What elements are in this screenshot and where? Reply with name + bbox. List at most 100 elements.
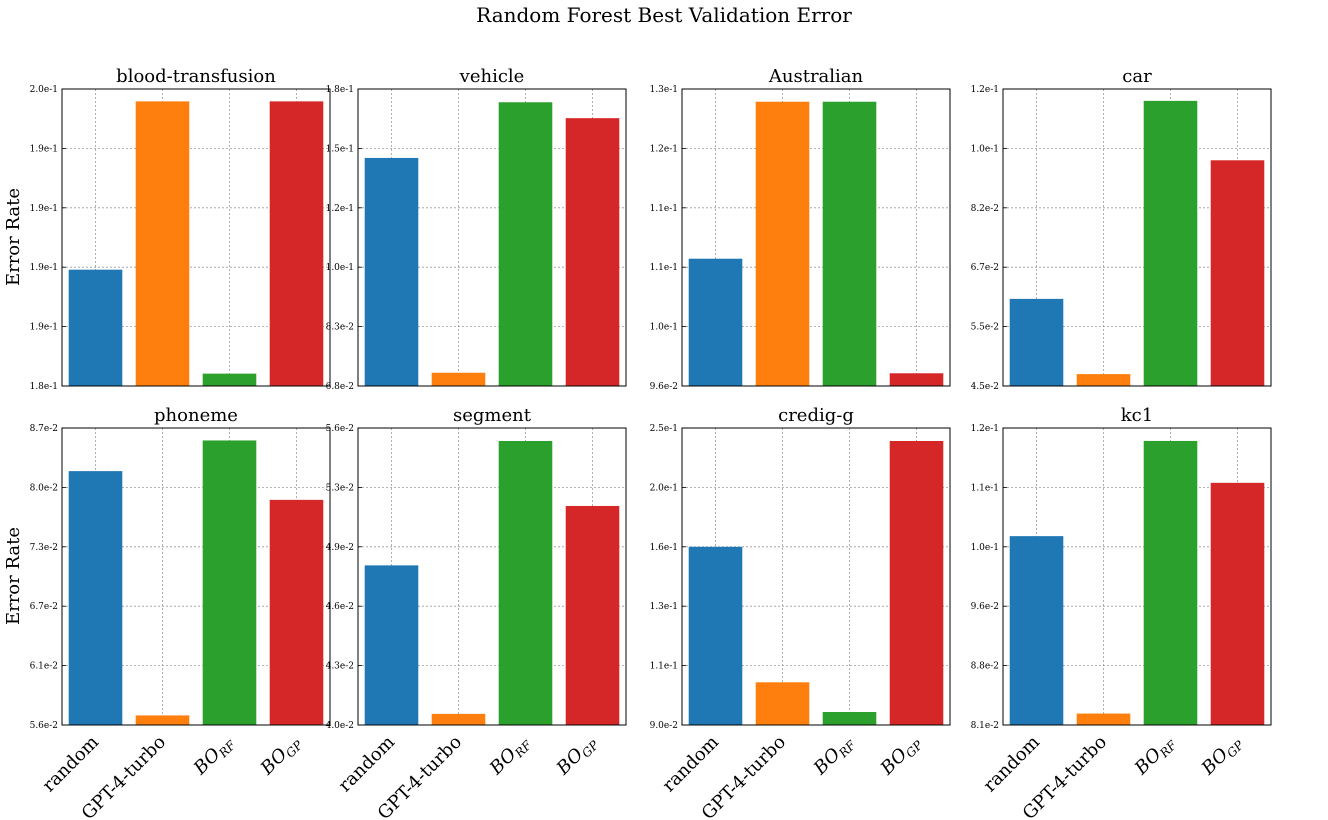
y-tick-label: 5.6e-2 xyxy=(30,721,58,731)
chart-title: Random Forest Best Validation Error xyxy=(476,3,852,27)
subplot-title: vehicle xyxy=(459,66,525,87)
bar-vehicle-GPT-4-turbo xyxy=(431,372,486,386)
bar-car-random xyxy=(1009,298,1064,386)
y-tick-label: 9.6e-2 xyxy=(971,602,999,612)
bar-phoneme-BO_GP xyxy=(269,499,324,725)
y-tick-label: 8.0e-2 xyxy=(30,483,58,493)
y-tick-label: 1.2e-1 xyxy=(326,204,354,214)
x-tick-label: BOGP xyxy=(1197,731,1247,781)
y-axis-label-top: Error Rate xyxy=(3,188,24,286)
y-tick-label: 1.8e-1 xyxy=(30,382,58,392)
y-tick-label: 1.2e-1 xyxy=(971,424,999,434)
y-tick-label: 6.7e-2 xyxy=(30,602,58,612)
y-tick-label: 7.3e-2 xyxy=(30,543,58,553)
x-tick-label: random xyxy=(38,732,103,797)
bar-blood-transfusion-GPT-4-turbo xyxy=(135,101,190,386)
bar-kc1-BO_RF xyxy=(1143,440,1198,725)
subplot-frame xyxy=(681,427,951,726)
bar-kc1-random xyxy=(1009,536,1064,725)
bar-kc1-GPT-4-turbo xyxy=(1076,713,1131,725)
y-tick-label: 1.6e-1 xyxy=(650,543,678,553)
bar-blood-transfusion-BO_RF xyxy=(202,373,257,386)
x-tick-label: random xyxy=(334,732,399,797)
y-tick-label: 1.1e-1 xyxy=(971,483,999,493)
y-tick-label: 1.8e-1 xyxy=(326,85,354,95)
y-tick-label: 1.9e-1 xyxy=(30,263,58,273)
y-tick-label: 4.9e-2 xyxy=(326,543,354,553)
y-tick-label: 8.7e-2 xyxy=(30,424,58,434)
y-tick-label: 5.3e-2 xyxy=(326,483,354,493)
bar-Australian-BO_GP xyxy=(889,373,944,386)
subplot-frame xyxy=(1002,427,1272,726)
subplot-kc1: kc1 8.1e-2 8.8e-2 9.6e-2 1.0e-1 1.1e-1 1.2e-1 r… xyxy=(971,405,1272,820)
y-tick-label: 1.3e-1 xyxy=(650,85,678,95)
bar-blood-transfusion-BO_GP xyxy=(269,101,324,386)
subplot-blood-transfusion: blood-transfusion 1.8e-1 1.9e-1 1.9e-1 1.9e-… xyxy=(30,66,331,392)
bar-credig-g-random xyxy=(688,546,743,725)
x-tick-label: random xyxy=(979,732,1044,797)
bar-car-BO_GP xyxy=(1210,160,1265,386)
y-tick-label: 5.6e-2 xyxy=(326,424,354,434)
bar-blood-transfusion-random xyxy=(68,269,123,386)
y-tick-label: 8.3e-2 xyxy=(326,323,354,333)
x-tick-label: BOGP xyxy=(552,731,602,781)
subplot-title: segment xyxy=(453,405,532,426)
y-tick-label: 8.8e-2 xyxy=(971,662,999,672)
bar-credig-g-GPT-4-turbo xyxy=(755,682,810,725)
bar-vehicle-BO_GP xyxy=(565,118,620,386)
y-tick-label: 6.7e-2 xyxy=(971,263,999,273)
bar-phoneme-GPT-4-turbo xyxy=(135,715,190,725)
y-tick-label: 9.0e-2 xyxy=(650,721,678,731)
bar-vehicle-BO_RF xyxy=(498,102,553,387)
subplot-car: car 4.5e-2 5.5e-2 6.7e-2 8.2e-2 1.0e-1 1.2e-1 xyxy=(971,66,1272,392)
x-tick-label: random xyxy=(658,732,723,797)
y-tick-label: 1.0e-1 xyxy=(971,543,999,553)
y-tick-label: 4.6e-2 xyxy=(326,602,354,612)
subplot-title: Australian xyxy=(768,66,864,87)
subplot-frame xyxy=(357,427,627,726)
bar-vehicle-random xyxy=(364,157,419,386)
x-tick-label: BORF xyxy=(485,731,535,781)
bar-Australian-random xyxy=(688,258,743,386)
y-tick-label: 9.6e-2 xyxy=(650,382,678,392)
subplot-Australian: Australian 9.6e-2 1.0e-1 1.1e-1 1.1e-1 1.2e-1… xyxy=(650,66,951,392)
subplot-frame xyxy=(357,88,627,387)
x-tick-label: BORF xyxy=(1130,731,1180,781)
subplot-title: phoneme xyxy=(154,405,238,426)
y-tick-label: 4.5e-2 xyxy=(971,382,999,392)
y-tick-label: 1.9e-1 xyxy=(30,144,58,154)
y-tick-label: 2.0e-1 xyxy=(30,85,58,95)
subplot-title: blood-transfusion xyxy=(116,66,276,87)
y-tick-label: 1.2e-1 xyxy=(971,85,999,95)
y-tick-label: 1.1e-1 xyxy=(650,662,678,672)
subplot-title: credig-g xyxy=(778,405,854,426)
subplot-vehicle: vehicle 6.8e-2 8.3e-2 1.0e-1 1.2e-1 1.5e-1 1.8… xyxy=(326,66,627,392)
bar-segment-GPT-4-turbo xyxy=(431,713,486,725)
bar-kc1-BO_GP xyxy=(1210,482,1265,725)
bar-car-BO_RF xyxy=(1143,100,1198,386)
x-tick-label: BORF xyxy=(189,731,239,781)
y-tick-label: 1.3e-1 xyxy=(650,602,678,612)
bar-phoneme-BO_RF xyxy=(202,440,257,725)
y-tick-label: 5.5e-2 xyxy=(971,323,999,333)
x-tick-label: BOGP xyxy=(256,731,306,781)
bar-Australian-GPT-4-turbo xyxy=(755,101,810,386)
y-tick-label: 1.0e-1 xyxy=(326,263,354,273)
y-tick-label: 2.5e-1 xyxy=(650,424,678,434)
bar-phoneme-random xyxy=(68,471,123,725)
bar-credig-g-BO_RF xyxy=(822,712,877,725)
y-tick-label: 4.0e-2 xyxy=(326,721,354,731)
bar-segment-random xyxy=(364,565,419,725)
x-tick-label: BOGP xyxy=(876,731,926,781)
subplot-frame xyxy=(1002,88,1272,387)
y-tick-label: 1.9e-1 xyxy=(30,204,58,214)
y-tick-label: 8.1e-2 xyxy=(971,721,999,731)
bar-car-GPT-4-turbo xyxy=(1076,374,1131,386)
subplot-frame xyxy=(61,427,331,726)
subplot-grid: blood-transfusion 1.8e-1 1.9e-1 1.9e-1 1.9e-… xyxy=(30,66,1272,820)
y-tick-label: 1.2e-1 xyxy=(650,144,678,154)
subplot-segment: segment 4.0e-2 4.3e-2 4.6e-2 4.9e-2 5.3e-2 5.6… xyxy=(326,405,627,820)
bar-segment-BO_RF xyxy=(498,440,553,725)
subplot-credig-g: credig-g 9.0e-2 1.1e-1 1.3e-1 1.6e-1 2.0e-1 2.… xyxy=(650,405,951,820)
